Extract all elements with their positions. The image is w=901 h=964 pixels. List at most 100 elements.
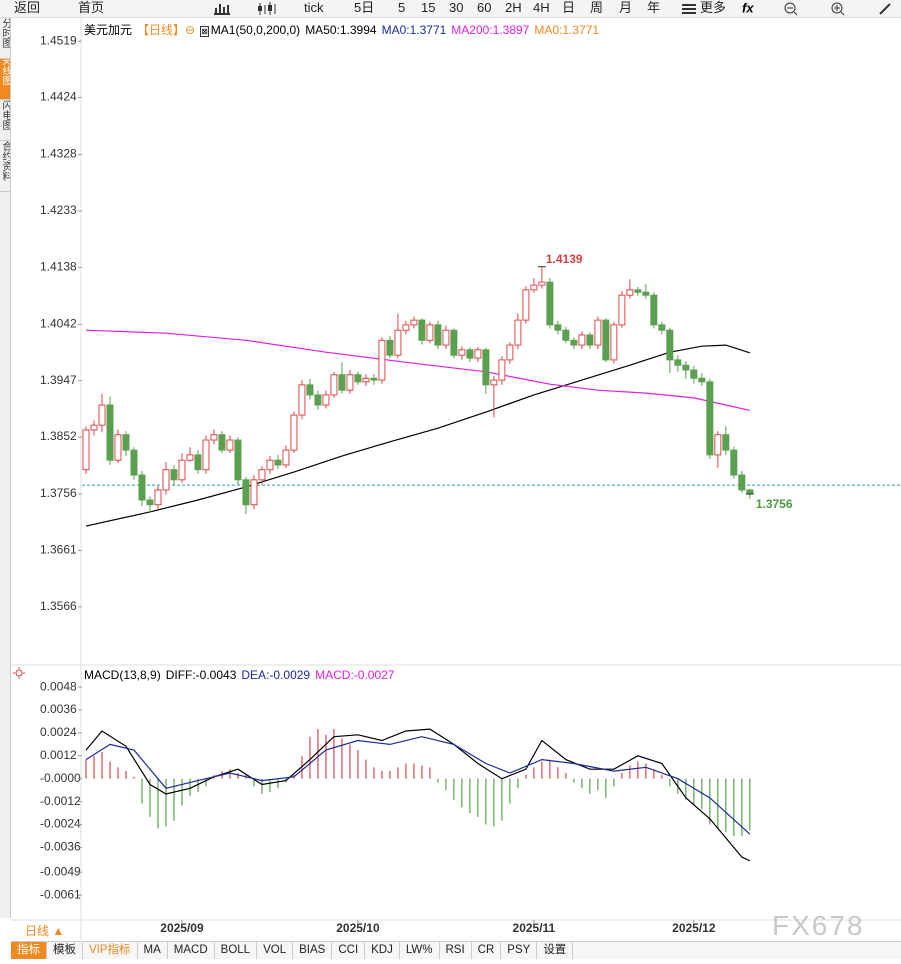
tool-icons[interactable] <box>212 1 282 16</box>
indicator-tab[interactable]: MACD <box>168 942 215 959</box>
tool-icons-right[interactable]: fx <box>680 2 900 16</box>
indicator-tab[interactable]: MA <box>138 942 168 959</box>
y-tick-label: 1.4138 <box>40 259 77 273</box>
x-tick-label: 2025/12 <box>672 921 716 935</box>
x-tick-label: 2025/09 <box>160 921 204 935</box>
tool-period[interactable]: 30 <box>449 0 464 15</box>
tool-more[interactable]: 更多 <box>700 0 727 15</box>
legend-item: DEA:-0.0029 <box>241 668 311 682</box>
indicator-tab[interactable]: CR <box>472 942 502 959</box>
tool-period[interactable]: 日 <box>562 0 576 15</box>
tool-period[interactable]: 年 <box>647 0 661 15</box>
y-tick-label: 1.4519 <box>40 33 77 47</box>
indicator-line <box>85 344 750 527</box>
candle-body <box>570 339 578 346</box>
candle-body <box>218 434 226 451</box>
indicator-tab[interactable]: BOLL <box>215 942 258 959</box>
legend-item: MA0:1.3771 <box>381 23 447 37</box>
indicator-tab[interactable]: PSY <box>501 942 538 959</box>
y-tick-label: -0.0000 <box>40 771 81 785</box>
candle-body <box>602 319 610 361</box>
tool-tick[interactable]: tick <box>304 0 324 15</box>
candle-body <box>418 319 426 341</box>
candle-body <box>130 449 138 476</box>
side-tab[interactable]: 闪电图 <box>0 100 10 141</box>
candle-body <box>522 289 530 321</box>
candle-body <box>658 324 666 331</box>
candle-body <box>546 281 554 326</box>
tool-period[interactable]: 15 <box>421 0 436 15</box>
indicator-line <box>85 728 751 862</box>
candle-body <box>114 434 122 461</box>
tool-5d[interactable]: 5日 <box>354 0 375 15</box>
indicator-tab[interactable]: BIAS <box>293 942 333 959</box>
x-tick-label: 2025/11 <box>513 921 556 935</box>
side-tab[interactable]: 分时图 <box>0 18 10 59</box>
candle-body <box>362 377 370 383</box>
tool-home[interactable]: 首页 <box>78 0 105 15</box>
indicator-tab[interactable]: 模板 <box>47 942 83 959</box>
indicator-tab[interactable]: KDJ <box>365 942 400 959</box>
candle-body <box>250 479 258 506</box>
indicator-tab[interactable]: LW% <box>400 942 440 959</box>
macd-title: MACD(13,8,9) <box>84 668 161 682</box>
indicator-line <box>85 736 751 835</box>
period-selector[interactable]: 日线 ▲ <box>25 924 65 938</box>
candle-body <box>650 294 658 326</box>
indicator-tab[interactable]: RSI <box>440 942 472 959</box>
tool-period[interactable]: 2H <box>505 0 522 15</box>
candle-body <box>458 349 466 356</box>
legend-item: MA0:1.3771 <box>534 23 600 37</box>
candle-body <box>82 429 90 471</box>
candle-body <box>226 439 234 451</box>
candle-body <box>98 404 106 426</box>
y-tick-label: 0.0036 <box>40 702 77 716</box>
candle-body <box>578 334 586 346</box>
candle-body <box>618 294 626 326</box>
tool-period[interactable]: 月 <box>619 0 633 15</box>
candle-body <box>274 459 282 466</box>
period-tag: 【日线】 <box>137 23 186 37</box>
legend-item: MACD:-0.0027 <box>315 668 395 682</box>
candle-body <box>738 474 746 491</box>
icon[interactable]: ⊠ <box>200 26 209 37</box>
annotation-label: 1.4139 <box>546 252 583 266</box>
candle-body <box>410 319 418 326</box>
candle-body <box>682 364 690 371</box>
y-tick-label: 1.3566 <box>40 599 77 613</box>
y-tick-label: 1.4424 <box>40 90 77 104</box>
bottom-tabs: 指标 模板 VIP指标 MA MACD BOLL VOL BIAS CCI KDJ LW% RSI CR… <box>11 941 901 959</box>
sidebar: 分时图 K线图 闪电图 合约资料 <box>0 18 11 918</box>
tool-period[interactable]: 60 <box>477 0 492 15</box>
candle-body <box>482 349 490 386</box>
side-tab[interactable]: K线图 <box>0 59 10 100</box>
indicator-line <box>85 329 750 411</box>
candle-body <box>322 394 330 406</box>
candle-body <box>434 324 442 346</box>
tool-period[interactable]: 4H <box>533 0 550 15</box>
y-tick-label: 1.3756 <box>40 486 77 500</box>
indicator-tab[interactable]: 指标 <box>11 942 47 959</box>
indicator-tab[interactable]: VIP指标 <box>83 942 138 959</box>
y-tick-label: 1.4042 <box>40 316 77 330</box>
icon[interactable]: ⊖ <box>185 23 196 37</box>
tool-period[interactable]: 周 <box>590 0 604 15</box>
candle-body <box>586 334 594 346</box>
y-tick-label: 1.4328 <box>40 147 77 161</box>
side-tab[interactable]: 合约资料 <box>0 141 10 192</box>
y-tick-label: 1.3852 <box>40 429 77 443</box>
annotation-label: 1.3756 <box>756 497 793 511</box>
chart: 1.4519 1.4424 1.4328 1.4233 1.4138 1.4042 1.39… <box>11 18 901 940</box>
indicator-tab[interactable]: 设置 <box>537 942 574 959</box>
x-tick-label: 2025/10 <box>336 921 380 935</box>
y-tick-label: 1.4233 <box>40 203 77 217</box>
y-tick-label: 0.0048 <box>40 679 77 693</box>
tool-period[interactable]: 5 <box>398 0 406 15</box>
indicator-tab[interactable]: VOL <box>257 942 294 959</box>
candle-body <box>242 479 250 506</box>
y-tick-label: 0.0024 <box>40 725 77 739</box>
tool-back[interactable]: 返回 <box>14 0 41 15</box>
watermark: FX678 <box>772 910 865 941</box>
indicator-tab[interactable]: CCI <box>332 942 366 959</box>
